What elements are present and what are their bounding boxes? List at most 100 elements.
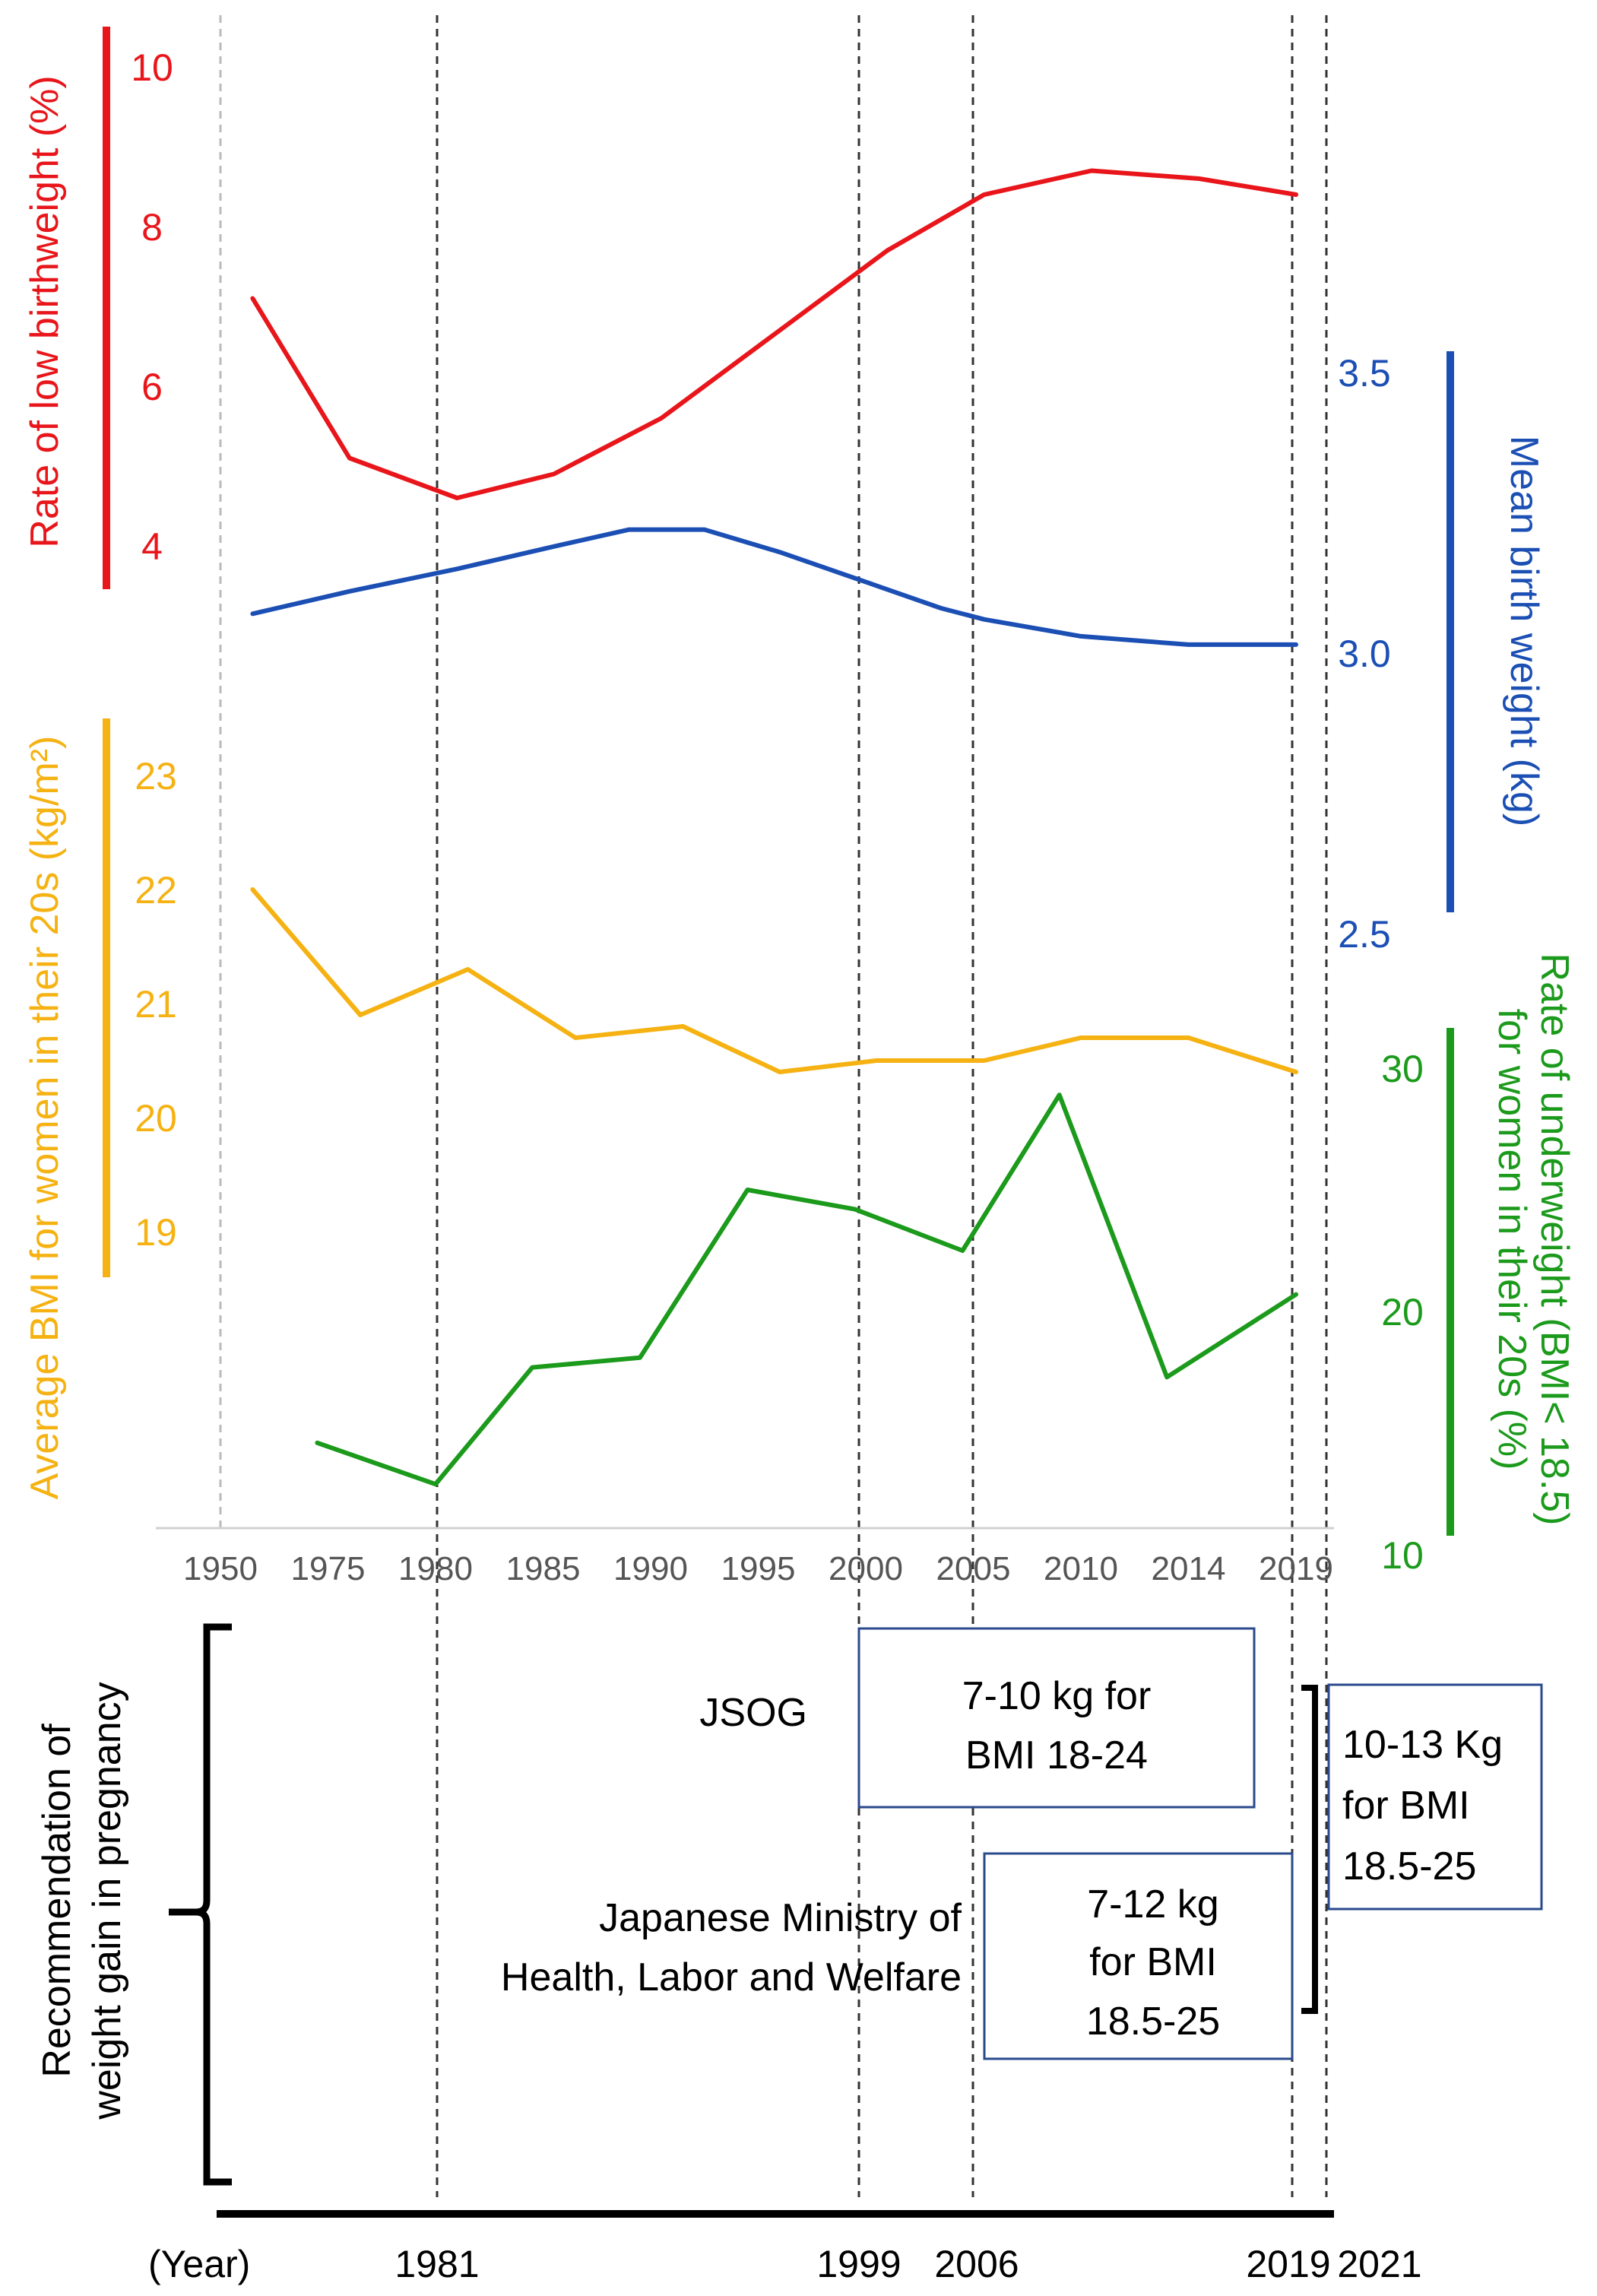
- orangeticks-20: 20: [135, 1097, 177, 1140]
- recommendation-title-line1: Recommendation of: [35, 1724, 79, 2078]
- x-tick-1990: 1990: [613, 1550, 688, 1587]
- orange-axis-title: Average BMI for women in their 20s (kg/m…: [23, 736, 67, 1500]
- series-point-green-0: [316, 1441, 318, 1444]
- series-point-blue-4: [628, 528, 630, 531]
- x-tick-1950: 1950: [183, 1550, 258, 1587]
- ministry-box-line2: for BMI: [1089, 1940, 1217, 1984]
- series-point-red-7: [983, 194, 985, 195]
- series-point-orange-5: [778, 1071, 781, 1073]
- series-point-blue-9: [983, 618, 985, 620]
- redticks-10: 10: [131, 46, 173, 89]
- jsog-box-line1: 7-10 kg for: [962, 1674, 1152, 1718]
- series-point-green-1: [435, 1483, 436, 1486]
- series-point-green-4: [746, 1189, 749, 1191]
- series-point-orange-10: [1295, 1071, 1297, 1073]
- timeline-year-2019: 2019: [1246, 2243, 1330, 2285]
- green-axis-ticks: 30 20 10: [1381, 1048, 1424, 1577]
- orange-axis-ticks: 23 22 21 20 19: [135, 755, 177, 1254]
- series-point-red-9: [1198, 178, 1200, 179]
- series-point-blue-10: [1080, 635, 1082, 637]
- timeline-year-1999: 1999: [816, 2243, 901, 2285]
- series-point-orange-0: [252, 889, 254, 890]
- greenticks-30: 30: [1381, 1048, 1424, 1090]
- x-tick-2014: 2014: [1152, 1550, 1226, 1587]
- jsog-label: JSOG: [699, 1691, 807, 1735]
- series-point-green-6: [962, 1250, 964, 1251]
- series-point-orange-6: [876, 1060, 878, 1061]
- ministry-box: [983, 1852, 1294, 2060]
- recommendation-title-line2: weight gain in pregnancy: [85, 1682, 129, 2120]
- series-point-red-1: [348, 457, 350, 459]
- greenticks-20: 20: [1381, 1291, 1424, 1334]
- series-line-orange: [250, 887, 1298, 1074]
- timeline-year-2006: 2006: [934, 2243, 1019, 2285]
- series-point-blue-7: [876, 585, 878, 587]
- x-axis-ticks: 1950 1975 1980 1985 1990 1995 2000 2005 2010 2014…: [183, 1550, 1333, 1587]
- right-square-bracket: [1301, 1685, 1318, 2014]
- redticks-4: 4: [141, 525, 163, 568]
- x-tick-2010: 2010: [1044, 1550, 1118, 1587]
- series-point-orange-1: [360, 1014, 361, 1016]
- new-box-line2: for BMI: [1342, 1784, 1470, 1828]
- series-point-orange-9: [1187, 1037, 1190, 1039]
- series-layer: [250, 168, 1298, 1487]
- series-point-red-4: [661, 417, 663, 419]
- red-axis-title: Rate of low birthweight (%): [23, 75, 67, 547]
- series-line-red: [250, 168, 1298, 500]
- series-point-orange-2: [467, 969, 469, 970]
- series-point-red-2: [456, 497, 458, 499]
- series-line-blue: [250, 527, 1298, 647]
- ministry-label-line1: Japanese Ministry of: [599, 1896, 962, 1940]
- ministry-label-line2: Health, Labor and Welfare: [501, 1955, 962, 1999]
- x-tick-2000: 2000: [829, 1550, 903, 1587]
- series-point-blue-1: [348, 590, 350, 592]
- blueticks-2.5: 2.5: [1338, 913, 1391, 956]
- series-point-green-5: [854, 1208, 856, 1210]
- series-point-red-0: [252, 297, 254, 300]
- red-axis-ticks: 10 8 6 4: [131, 46, 173, 568]
- series-point-green-7: [1058, 1094, 1060, 1096]
- new-guideline-box: [1327, 1683, 1543, 1911]
- series-point-green-2: [531, 1366, 534, 1368]
- timeline-years: 1981 1999 2006 2019 2021: [394, 2243, 1421, 2285]
- blueticks-3.0: 3.0: [1338, 633, 1391, 675]
- series-point-orange-3: [575, 1037, 576, 1039]
- new-box-line1: 10-13 Kg: [1342, 1723, 1503, 1767]
- ministry-box-line3: 18.5-25: [1086, 1999, 1220, 2044]
- timeline-year-label: (Year): [148, 2243, 250, 2285]
- x-tick-2005: 2005: [936, 1550, 1011, 1587]
- series-point-orange-8: [1080, 1037, 1082, 1039]
- blue-axis-ticks: 3.5 3.0 2.5: [1338, 352, 1391, 956]
- series-line-green: [315, 1093, 1298, 1487]
- series-point-blue-5: [703, 528, 705, 531]
- series-point-red-8: [1091, 170, 1093, 172]
- series-point-blue-2: [456, 568, 458, 570]
- series-point-blue-6: [778, 551, 781, 553]
- ministry-box-line1: 7-12 kg: [1087, 1882, 1218, 1927]
- series-point-red-6: [886, 249, 889, 252]
- series-point-orange-4: [682, 1026, 684, 1027]
- orangeticks-23: 23: [135, 755, 177, 798]
- series-point-blue-3: [553, 545, 555, 547]
- x-tick-1980: 1980: [398, 1550, 473, 1587]
- series-point-red-10: [1295, 194, 1297, 195]
- series-point-blue-0: [252, 613, 254, 615]
- green-axis-title-line2: for women in their 20s (%): [1490, 1009, 1534, 1470]
- x-tick-1985: 1985: [506, 1550, 581, 1587]
- green-axis-title-line1: Rate of underweight (BMI< 18.5): [1532, 953, 1576, 1526]
- x-tick-1995: 1995: [721, 1550, 796, 1587]
- series-point-red-5: [778, 329, 781, 331]
- series-point-orange-7: [983, 1060, 985, 1061]
- left-curly-brace: [169, 1623, 232, 2186]
- x-tick-2019: 2019: [1259, 1550, 1333, 1587]
- series-point-green-3: [638, 1356, 641, 1359]
- blueticks-3.5: 3.5: [1338, 352, 1391, 395]
- series-point-green-8: [1166, 1376, 1168, 1378]
- series-point-blue-8: [940, 607, 943, 609]
- series-point-green-9: [1295, 1293, 1297, 1295]
- jsog-box: [857, 1627, 1256, 1809]
- new-box-line3: 18.5-25: [1342, 1844, 1476, 1888]
- redticks-6: 6: [141, 366, 163, 408]
- redticks-8: 8: [141, 206, 163, 249]
- blue-axis-title: Mean birth weight (kg): [1502, 436, 1546, 826]
